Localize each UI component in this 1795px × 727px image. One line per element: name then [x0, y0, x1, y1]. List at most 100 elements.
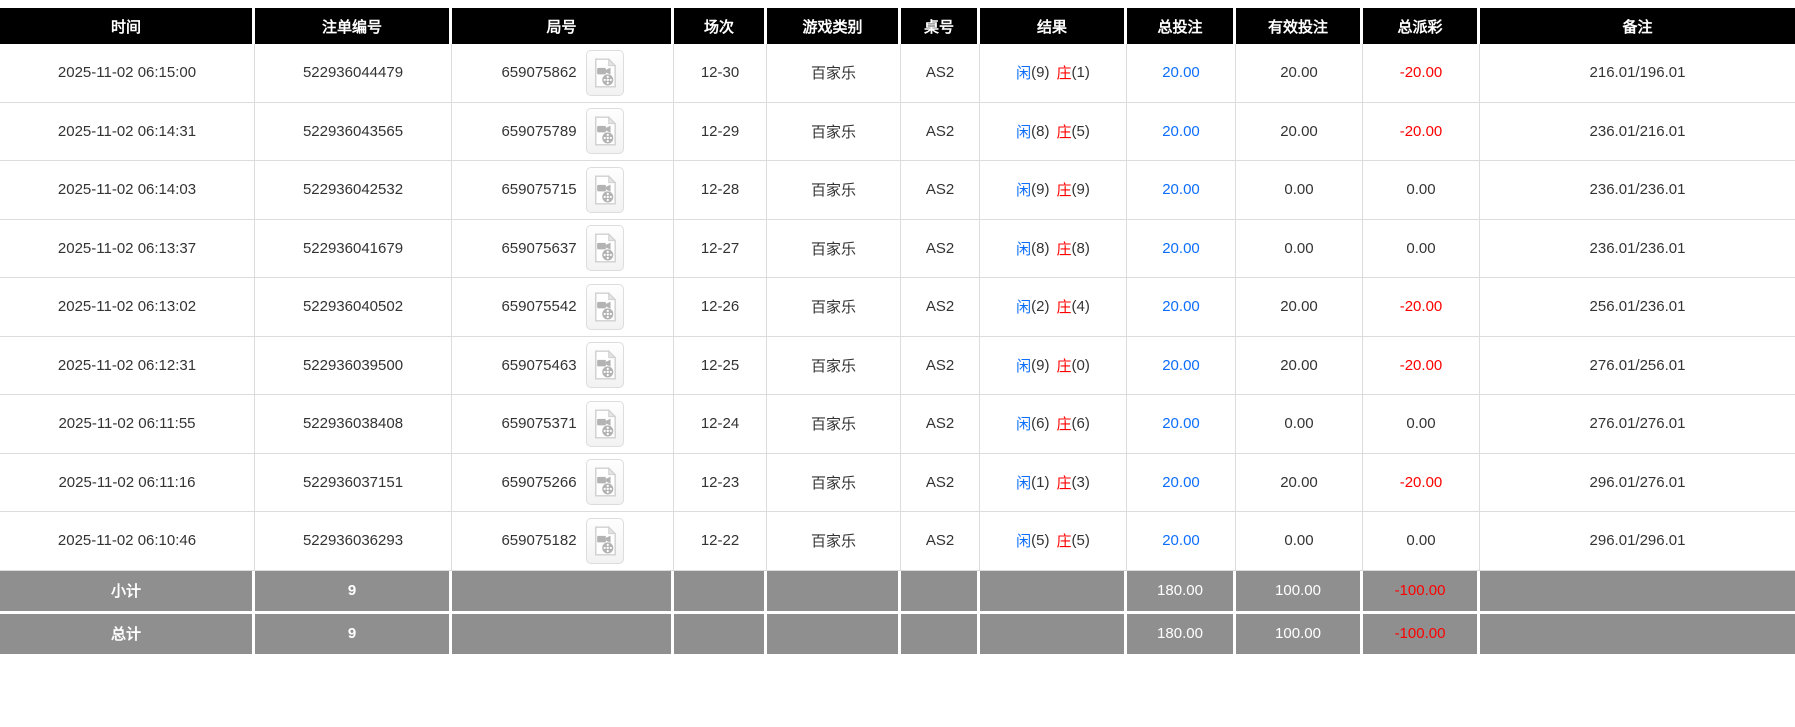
cell-bet-id: 522936044479	[255, 44, 452, 103]
footer-round-empty	[452, 613, 674, 654]
col-header-table-no: 桌号	[901, 8, 980, 44]
cell-table-no: AS2	[901, 102, 980, 161]
cell-remark: 276.01/256.01	[1480, 337, 1795, 395]
cell-round-id: 659075266	[452, 453, 674, 512]
result-banker-label: 庄	[1056, 416, 1072, 434]
cell-time: 2025-11-02 06:13:37	[0, 219, 255, 278]
cell-valid-bet: 0.00	[1236, 395, 1363, 454]
round-id-text: 659075637	[501, 239, 577, 257]
cell-remark: 216.01/196.01	[1480, 44, 1795, 103]
result-banker-label: 庄	[1056, 240, 1072, 258]
table-row: 2025-11-02 06:14:03 522936042532 6590757…	[0, 161, 1795, 220]
round-id-text: 659075542	[501, 298, 577, 316]
cell-bet-id: 522936039500	[255, 336, 452, 395]
cell-time: 2025-11-02 06:15:00	[0, 44, 255, 103]
table-row: 2025-11-02 06:10:46 522936036293 6590751…	[0, 512, 1795, 571]
result-banker-score: (4)	[1071, 298, 1090, 316]
table-row: 2025-11-02 06:15:00 522936044479 6590758…	[0, 44, 1795, 103]
footer-table-empty	[901, 570, 980, 611]
round-id-text: 659075182	[501, 532, 577, 550]
result-player-label: 闲	[1016, 357, 1032, 375]
cell-time: 2025-11-02 06:12:31	[0, 336, 255, 395]
footer-total-payout: -100.00	[1363, 570, 1480, 611]
video-replay-button[interactable]	[585, 166, 624, 213]
cell-bet-id: 522936036293	[255, 512, 452, 571]
footer-result-empty	[980, 613, 1127, 654]
video-file-icon	[594, 525, 616, 556]
round-id-text: 659075266	[501, 473, 577, 491]
footer-count: 9	[255, 613, 452, 654]
cell-valid-bet: 20.00	[1236, 453, 1363, 512]
cell-result: 闲 (1) 庄 (3)	[980, 453, 1127, 512]
cell-total-payout: 0.00	[1363, 395, 1480, 454]
col-header-total-payout: 总派彩	[1363, 8, 1480, 44]
cell-result: 闲 (9) 庄 (9)	[980, 161, 1127, 220]
video-replay-button[interactable]	[585, 225, 624, 272]
cell-game-type: 百家乐	[767, 161, 901, 220]
cell-time: 2025-11-02 06:11:55	[0, 395, 255, 454]
cell-game-type: 百家乐	[767, 336, 901, 395]
video-file-icon	[594, 233, 616, 263]
footer-total-bet: 180.00	[1127, 613, 1236, 654]
cell-session: 12-30	[674, 44, 767, 103]
video-replay-button[interactable]	[585, 517, 624, 564]
video-replay-button[interactable]	[585, 283, 624, 330]
cell-total-bet: 20.00	[1127, 161, 1236, 220]
col-header-round-id: 局号	[452, 8, 674, 44]
result-banker-score: (5)	[1071, 532, 1090, 550]
cell-bet-id: 522936040502	[255, 278, 452, 337]
result-player-label: 闲	[1016, 182, 1032, 200]
result-player-label: 闲	[1016, 65, 1032, 83]
cell-remark: 276.01/276.01	[1480, 395, 1795, 454]
result-banker-label: 庄	[1056, 123, 1072, 141]
cell-bet-id: 522936037151	[255, 453, 452, 512]
result-banker-score: (9)	[1071, 181, 1090, 199]
cell-round-id: 659075637	[452, 219, 674, 278]
cell-round-id: 659075789	[452, 102, 674, 161]
cell-remark: 296.01/276.01	[1480, 454, 1795, 512]
cell-result: 闲 (5) 庄 (5)	[980, 512, 1127, 571]
cell-session: 12-26	[674, 278, 767, 337]
cell-time: 2025-11-02 06:13:02	[0, 278, 255, 337]
result-player-score: (9)	[1031, 64, 1050, 82]
cell-table-no: AS2	[901, 161, 980, 220]
result-banker-score: (0)	[1071, 356, 1090, 374]
table-footer-row: 总计 9 180.00 100.00 -100.00	[0, 613, 1795, 654]
cell-game-type: 百家乐	[767, 44, 901, 103]
video-replay-button[interactable]	[585, 400, 624, 447]
result-player-score: (9)	[1031, 181, 1050, 199]
footer-total-bet: 180.00	[1127, 570, 1236, 611]
cell-total-bet: 20.00	[1127, 336, 1236, 395]
video-replay-button[interactable]	[585, 49, 624, 96]
cell-bet-id: 522936041679	[255, 219, 452, 278]
result-banker-score: (3)	[1071, 473, 1090, 491]
cell-bet-id: 522936042532	[255, 161, 452, 220]
cell-total-payout: 0.00	[1363, 219, 1480, 278]
footer-remark-empty	[1480, 570, 1795, 611]
footer-session-empty	[674, 613, 767, 654]
cell-remark: 256.01/236.01	[1480, 278, 1795, 337]
result-banker-score: (8)	[1071, 239, 1090, 257]
cell-bet-id: 522936038408	[255, 395, 452, 454]
cell-result: 闲 (6) 庄 (6)	[980, 395, 1127, 454]
result-player-label: 闲	[1016, 533, 1032, 551]
cell-session: 12-27	[674, 219, 767, 278]
cell-game-type: 百家乐	[767, 278, 901, 337]
result-banker-label: 庄	[1056, 65, 1072, 83]
cell-valid-bet: 0.00	[1236, 219, 1363, 278]
cell-table-no: AS2	[901, 453, 980, 512]
footer-valid-bet: 100.00	[1236, 613, 1363, 654]
video-replay-button[interactable]	[585, 108, 624, 155]
col-header-session: 场次	[674, 8, 767, 44]
video-replay-button[interactable]	[585, 459, 624, 506]
video-replay-button[interactable]	[585, 342, 624, 389]
video-file-icon	[594, 291, 616, 322]
footer-game-empty	[767, 613, 901, 654]
table-row: 2025-11-02 06:13:02 522936040502 6590755…	[0, 278, 1795, 337]
video-file-icon	[594, 116, 616, 146]
footer-remark-empty	[1480, 613, 1795, 654]
cell-valid-bet: 20.00	[1236, 278, 1363, 337]
result-player-label: 闲	[1016, 240, 1032, 258]
result-player-label: 闲	[1016, 416, 1032, 434]
